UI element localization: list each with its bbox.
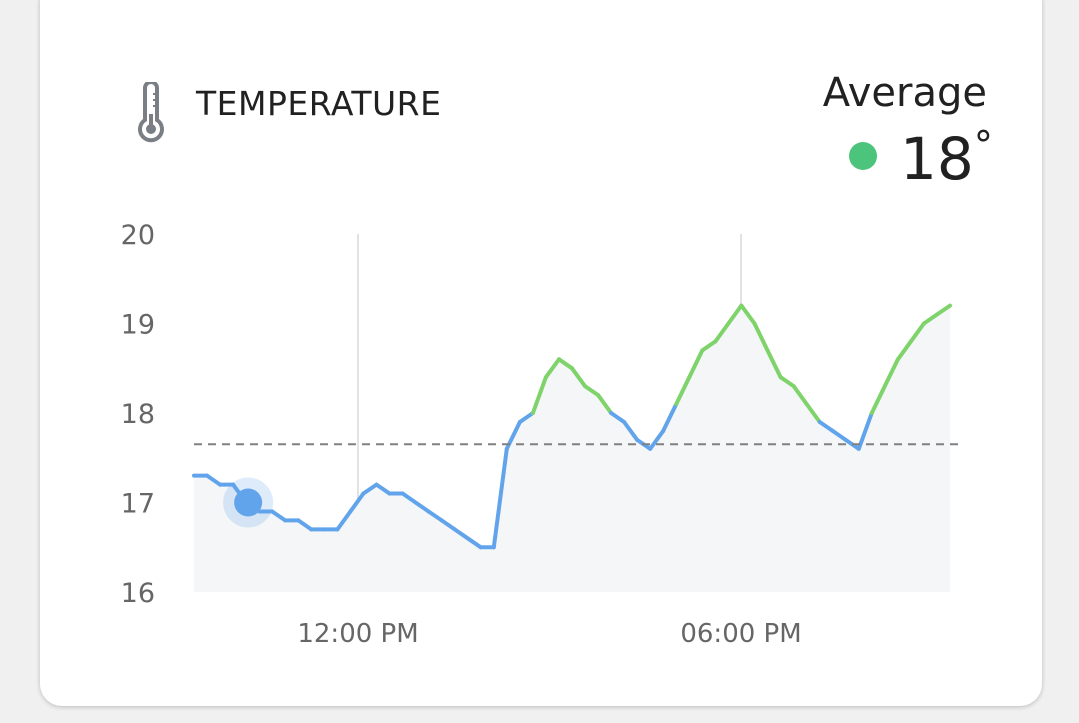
series-line-segment [596,393,614,415]
y-tick-label: 18 [121,399,155,430]
series-line-segment [400,491,418,505]
series-line-segment [674,375,692,406]
y-tick-label: 20 [121,220,155,251]
series-line-segment [491,446,509,550]
average-unit: ° [973,123,993,167]
series-line-segment [661,402,679,433]
y-tick-label: 17 [121,489,155,520]
series-line-segment [804,402,822,424]
series-line-segment [739,303,757,326]
series-line-segment [374,482,392,496]
average-label: Average [822,70,987,116]
series-line-segment [543,357,561,380]
series-line-segment [908,321,926,344]
series-line-segment [348,491,366,514]
series-line-segment [856,411,874,451]
series-line-segment [426,509,444,523]
series-line-segment [465,536,483,550]
series-line-segment [778,375,796,389]
card-title: TEMPERATURE [196,84,442,123]
series-line-segment [413,500,431,514]
series-line-segment [622,420,640,442]
series-line-segment [439,518,457,532]
data-point-marker[interactable] [234,488,263,517]
series-line-segment [687,348,705,380]
series-line-segment [648,428,666,451]
series-line-segment [765,348,783,380]
series-line-segment [205,473,223,487]
series-line-segment [557,357,574,371]
series-line-segment [713,321,731,344]
series-line-segment [452,527,470,541]
series-line-segment [895,339,913,362]
series-line-segment [530,375,548,415]
series-line-segment [270,509,288,523]
series-line-segment [869,384,887,415]
series-line-segment [935,303,952,317]
series-line-segment [817,420,835,433]
series-line-segment [921,312,939,326]
average-status-dot [849,142,877,170]
series-line-segment [296,518,314,532]
y-tick-label: 19 [121,310,155,341]
series-line-segment [583,384,601,398]
series-line-segment [361,482,379,496]
series-line-segment [335,509,353,532]
series-line-segment [882,357,900,389]
series-line-segment [517,411,535,424]
chart-area-fill [194,305,950,592]
series-line-segment [570,366,587,389]
average-value: 18° [900,126,993,188]
x-tick-label: 06:00 PM [680,619,801,649]
average-number: 18 [900,125,974,193]
series-line-segment [791,384,809,406]
series-line-segment [830,428,848,442]
series-line-segment [609,411,627,424]
series-line-segment [700,339,718,353]
series-line-segment [726,303,744,326]
series-line-segment [752,321,770,353]
thermometer-icon [138,82,164,143]
x-tick-label: 12:00 PM [297,619,418,649]
y-tick-label: 16 [121,578,155,609]
